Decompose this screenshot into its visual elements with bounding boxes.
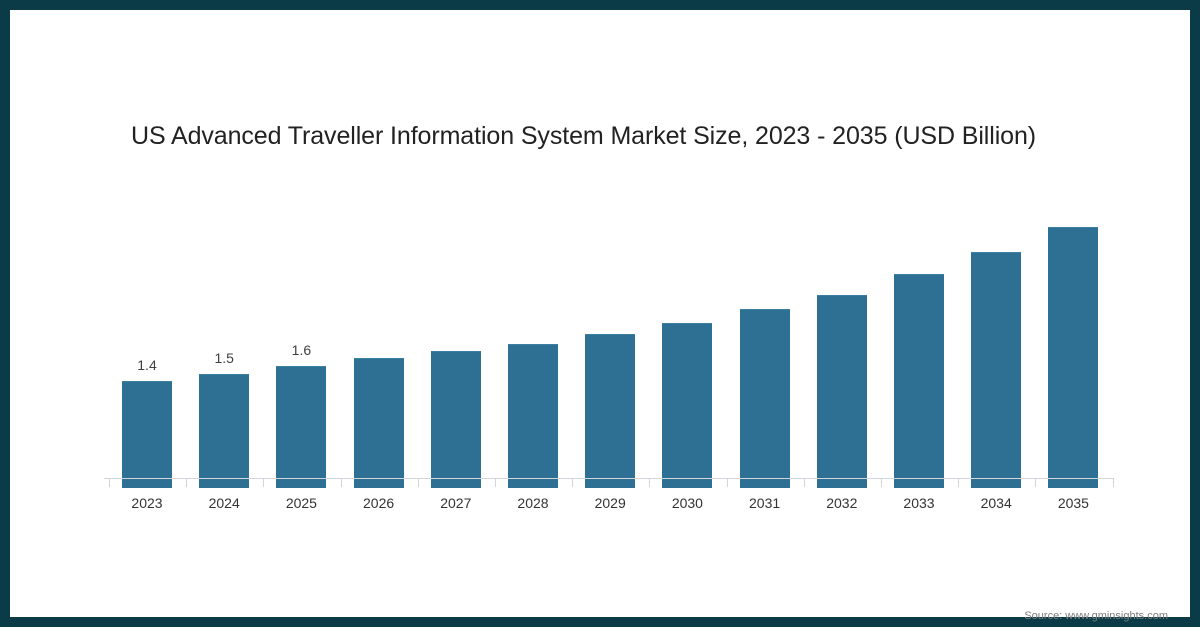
x-tick-2024 <box>186 478 188 487</box>
bar-2030[interactable] <box>662 323 713 488</box>
x-tick-2034 <box>958 478 960 487</box>
bar-top-highlight <box>816 294 867 296</box>
bar-2032[interactable] <box>816 294 867 488</box>
bar-2027[interactable] <box>430 350 481 488</box>
bar-top-highlight <box>739 309 790 311</box>
bar-2024[interactable] <box>199 373 250 488</box>
bar-top-highlight <box>199 373 250 375</box>
x-tick-2032 <box>803 478 805 487</box>
bar-2035[interactable] <box>1048 227 1099 488</box>
bar-value-label-2024: 1.5 <box>214 349 234 366</box>
bar-2023[interactable] <box>122 381 172 488</box>
x-tick-label-2035: 2035 <box>1057 495 1089 511</box>
bar-2031[interactable] <box>739 309 790 488</box>
x-tick-label-2030: 2030 <box>671 495 703 511</box>
x-tick-label-2024: 2024 <box>208 495 240 511</box>
x-tick-2031 <box>726 478 728 487</box>
bar-top-highlight <box>276 365 327 367</box>
x-tick-2027 <box>417 478 419 487</box>
bar-top-highlight <box>585 333 636 335</box>
x-tick-2028 <box>495 478 496 487</box>
bar-top-highlight <box>353 358 404 360</box>
x-tick-label-2029: 2029 <box>594 495 626 511</box>
bar-value-label-2025: 1.6 <box>291 341 312 358</box>
x-tick-2030 <box>649 478 651 487</box>
bar-top-highlight <box>1048 227 1099 228</box>
x-tick-2026 <box>340 478 342 487</box>
bar-top-highlight <box>122 381 172 383</box>
bar-2026[interactable] <box>353 358 404 488</box>
x-tick-label-2027: 2027 <box>440 495 472 511</box>
x-tick-2033 <box>881 478 882 487</box>
bar-2034[interactable] <box>971 252 1022 488</box>
x-tick-label-2023: 2023 <box>131 495 163 511</box>
x-axis-line <box>104 478 1114 479</box>
x-tick-label-2032: 2032 <box>826 495 858 511</box>
bar-top-highlight <box>662 323 713 325</box>
x-tick-2023 <box>109 478 110 487</box>
x-tick-label-2034: 2034 <box>980 495 1012 511</box>
bar-top-highlight <box>430 350 481 352</box>
x-tick-2035 <box>1035 478 1037 487</box>
x-tick-2029 <box>572 478 574 487</box>
bar-2025[interactable] <box>276 365 327 488</box>
page-title: US Advanced Traveller Information System… <box>131 122 1036 150</box>
x-tick-label-2028: 2028 <box>517 495 549 511</box>
bar-top-highlight <box>971 252 1022 254</box>
bar-value-label-2023: 1.4 <box>137 357 157 374</box>
x-tick-end <box>1112 478 1114 487</box>
x-tick-label-2033: 2033 <box>903 495 935 511</box>
x-tick-2025 <box>263 478 265 487</box>
x-tick-label-2026: 2026 <box>363 495 395 511</box>
bar-top-highlight <box>894 274 944 276</box>
plot-area: 1.4 1.5 1.6 2023 2024 2025 2026 2027 2028 2029 20… <box>10 10 1190 617</box>
x-tick-label-2025: 2025 <box>285 495 317 511</box>
bar-2033[interactable] <box>894 274 944 488</box>
bar-2028[interactable] <box>508 343 558 488</box>
bar-top-highlight <box>508 343 558 345</box>
bar-2029[interactable] <box>585 333 636 488</box>
source-attribution: Source: www.gminsights.com <box>1024 610 1168 622</box>
x-tick-label-2031: 2031 <box>749 495 781 511</box>
